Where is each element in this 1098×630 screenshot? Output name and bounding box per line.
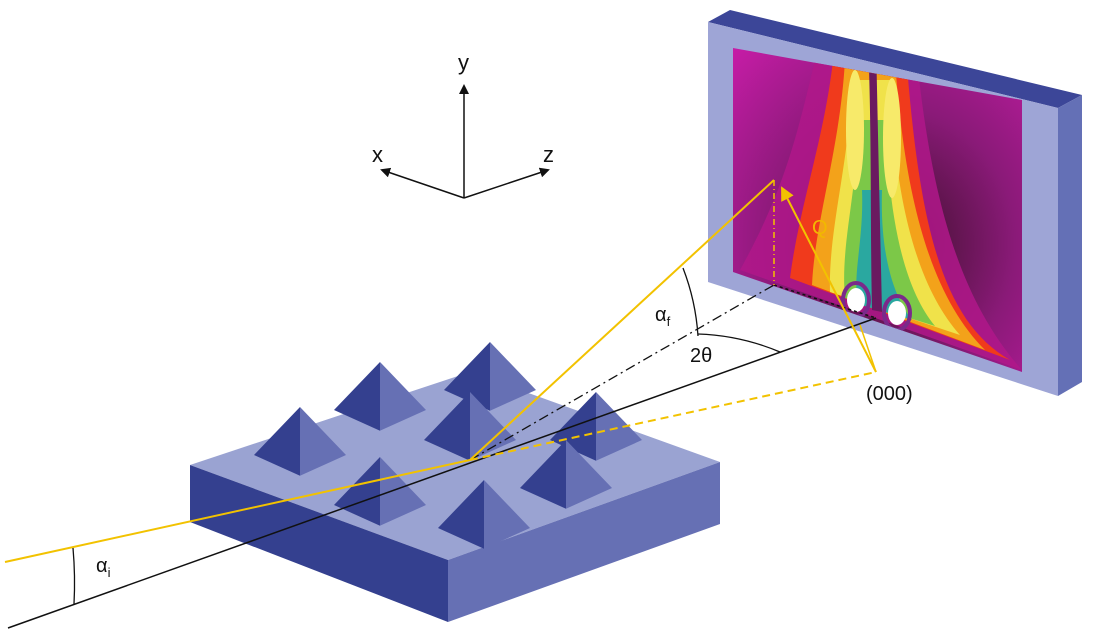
alpha-f-label: αf: [655, 304, 671, 329]
q-vector: [781, 186, 877, 373]
substrate-front: [190, 465, 448, 622]
labels: Q αf 2θ (000) αi: [96, 217, 913, 580]
pyramid-face-right: [300, 407, 346, 476]
detector: [708, 10, 1082, 396]
pyramid-face-left: [444, 342, 490, 411]
axis-y-label: y: [458, 50, 469, 75]
two-theta-label: 2θ: [690, 345, 712, 367]
pyramid-face-left: [334, 362, 380, 431]
pyramid: [334, 457, 426, 526]
axis-z-arrow: [463, 167, 550, 199]
pyramid: [424, 392, 516, 461]
pyramid-face-left: [424, 392, 470, 461]
alpha-i-arc: [72, 547, 76, 605]
pyramid-face-right: [484, 480, 530, 549]
alpha-i-subscript: i: [108, 565, 111, 580]
alpha-i-symbol: α: [96, 555, 108, 577]
pyramid: [334, 362, 426, 431]
pyramid-array: [254, 342, 642, 549]
scattered-beam: [469, 179, 775, 461]
incident-beam: [4, 459, 471, 563]
pyramid: [520, 440, 612, 509]
pyramid-face-left: [334, 457, 380, 526]
pyramid-face-right: [490, 342, 536, 411]
alpha-f-arc: [682, 267, 699, 337]
origin-label: (000): [866, 383, 913, 405]
pyramid: [444, 342, 536, 411]
origin-connector: [859, 324, 877, 373]
alpha-f-subscript: f: [667, 314, 671, 329]
pyramid-face-left: [438, 480, 484, 549]
pyramid-face-right: [566, 440, 612, 509]
detector-frame-side: [1058, 95, 1082, 396]
beam-geometry: [4, 179, 877, 629]
substrate-side: [448, 462, 720, 622]
projection-line: [469, 284, 775, 461]
alpha-f-symbol: α: [655, 304, 667, 326]
pyramid-face-right: [596, 392, 642, 461]
axis-x-arrow: [380, 167, 465, 199]
coordinate-axes: y x z: [372, 50, 554, 199]
q-label: Q: [812, 217, 828, 239]
pyramid-face-right: [380, 457, 426, 526]
axis-x-label: x: [372, 142, 383, 167]
scattering-pattern: [733, 48, 1022, 372]
reference-line: [7, 317, 877, 629]
alpha-i-label: αi: [96, 555, 111, 580]
axis-z-label: z: [543, 142, 554, 167]
pyramid-face-right: [380, 362, 426, 431]
pyramid: [438, 480, 530, 549]
direct-beam-dashed: [469, 371, 877, 461]
two-theta-arc: [697, 333, 781, 353]
pyramid-face-left: [254, 407, 300, 476]
pyramid-face-left: [520, 440, 566, 509]
pyramid: [254, 407, 346, 476]
pyramid-face-right: [470, 392, 516, 461]
detector-frame-top: [708, 10, 1082, 108]
